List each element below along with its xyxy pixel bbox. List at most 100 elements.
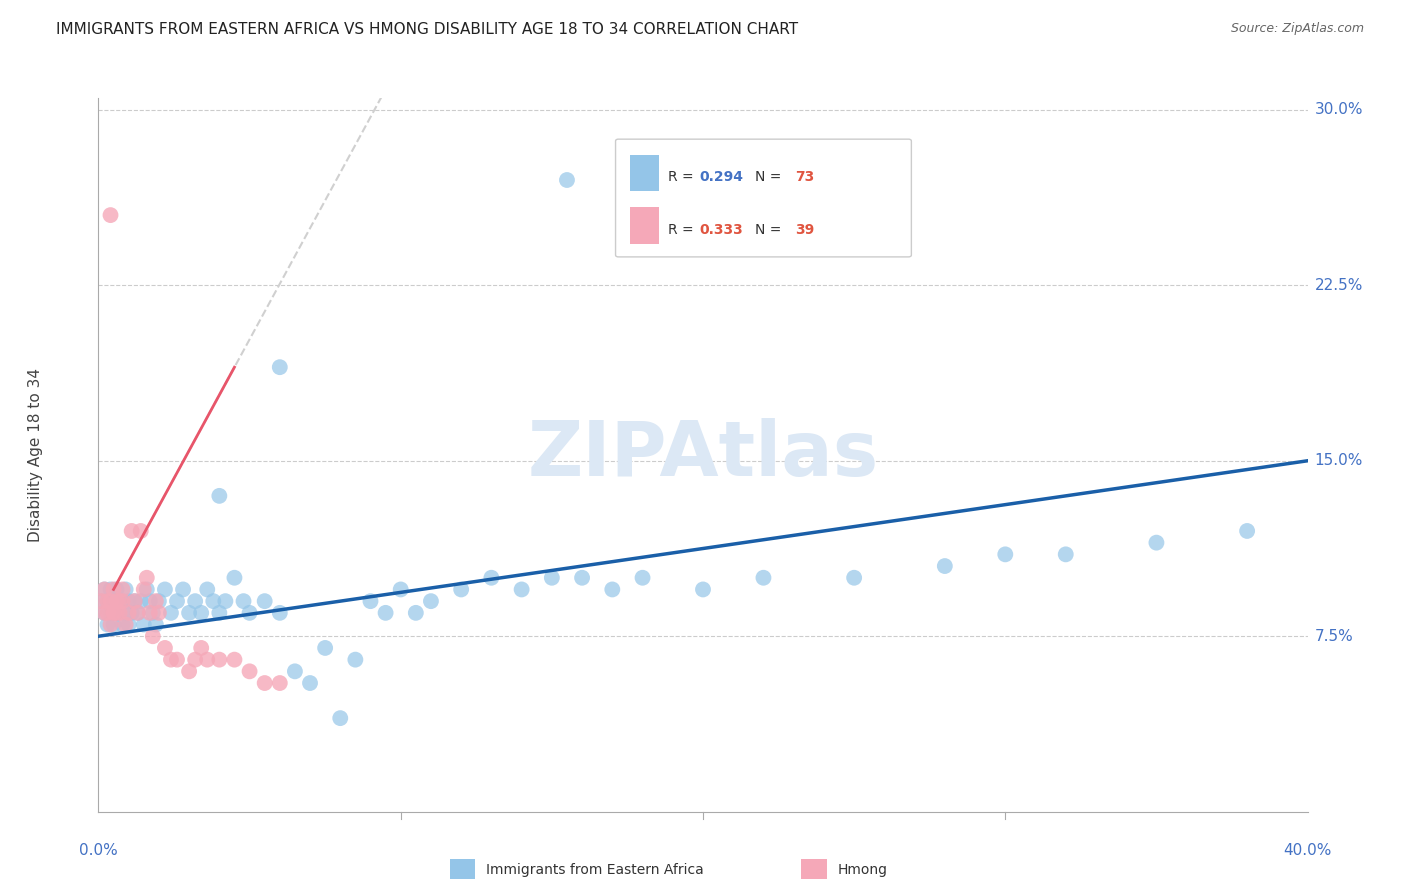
Point: [184, 653, 207, 667]
Point: [103, 594, 125, 608]
Point: [239, 665, 262, 679]
Point: [93, 582, 115, 597]
Point: [108, 594, 131, 608]
Point: [111, 594, 134, 608]
Text: N =: N =: [755, 223, 786, 237]
Point: [160, 606, 183, 620]
Point: [239, 606, 262, 620]
Point: [111, 582, 134, 597]
Text: R =: R =: [668, 223, 697, 237]
Point: [224, 571, 246, 585]
Point: [1144, 535, 1167, 549]
Point: [135, 582, 157, 597]
Point: [208, 489, 231, 503]
Point: [100, 208, 122, 222]
Point: [299, 676, 322, 690]
Point: [284, 665, 307, 679]
Point: [540, 571, 562, 585]
Point: [124, 594, 146, 608]
Point: [208, 606, 231, 620]
Point: [994, 547, 1017, 561]
Point: [752, 571, 775, 585]
Point: [374, 606, 396, 620]
Point: [148, 606, 170, 620]
Point: [232, 594, 254, 608]
Point: [177, 606, 201, 620]
Point: [105, 582, 128, 597]
Point: [100, 606, 122, 620]
Point: [269, 676, 291, 690]
Text: Source: ZipAtlas.com: Source: ZipAtlas.com: [1230, 22, 1364, 36]
Text: 7.5%: 7.5%: [1315, 629, 1354, 644]
Point: [172, 582, 194, 597]
Text: 40.0%: 40.0%: [1284, 843, 1331, 858]
Point: [108, 594, 131, 608]
Point: [510, 582, 533, 597]
Point: [114, 606, 136, 620]
Text: R =: R =: [668, 170, 697, 185]
Point: [127, 606, 149, 620]
Point: [114, 582, 136, 597]
Point: [111, 594, 134, 608]
Point: [103, 606, 125, 620]
Point: [105, 606, 128, 620]
Point: [108, 606, 131, 620]
Point: [139, 606, 162, 620]
Point: [631, 571, 654, 585]
Point: [419, 594, 441, 608]
Point: [160, 653, 183, 667]
Point: [1054, 547, 1077, 561]
Point: [602, 582, 624, 597]
Point: [145, 594, 167, 608]
Point: [148, 594, 170, 608]
Point: [96, 617, 118, 632]
Point: [934, 559, 956, 574]
Text: Immigrants from Eastern Africa: Immigrants from Eastern Africa: [486, 863, 704, 877]
Point: [153, 640, 176, 655]
Text: 0.294: 0.294: [700, 170, 744, 185]
Point: [124, 594, 146, 608]
Text: 15.0%: 15.0%: [1315, 453, 1362, 468]
Text: 39: 39: [796, 223, 814, 237]
Point: [389, 582, 412, 597]
Point: [153, 582, 176, 597]
Point: [118, 606, 141, 620]
Point: [111, 617, 134, 632]
Text: 73: 73: [796, 170, 814, 185]
Point: [481, 571, 503, 585]
Point: [177, 665, 201, 679]
Point: [184, 594, 207, 608]
Point: [224, 653, 246, 667]
Point: [127, 606, 149, 620]
Point: [344, 653, 367, 667]
Point: [145, 617, 167, 632]
Point: [329, 711, 352, 725]
Point: [118, 617, 141, 632]
Point: [100, 617, 122, 632]
Point: [195, 582, 218, 597]
Point: [253, 676, 276, 690]
Point: [108, 606, 131, 620]
Point: [103, 582, 125, 597]
Point: [202, 594, 225, 608]
Point: [1236, 524, 1258, 538]
Point: [132, 582, 155, 597]
Point: [269, 360, 291, 375]
Point: [118, 594, 141, 608]
Point: [571, 571, 593, 585]
Point: [195, 653, 218, 667]
Text: Hmong: Hmong: [838, 863, 889, 877]
Point: [121, 524, 143, 538]
Text: 22.5%: 22.5%: [1315, 277, 1362, 293]
Point: [135, 571, 157, 585]
Point: [269, 606, 291, 620]
Text: 0.0%: 0.0%: [79, 843, 118, 858]
Point: [129, 594, 152, 608]
Point: [105, 594, 128, 608]
Point: [96, 606, 118, 620]
Point: [103, 617, 125, 632]
Point: [208, 653, 231, 667]
Point: [190, 606, 212, 620]
Point: [405, 606, 427, 620]
Point: [96, 594, 118, 608]
